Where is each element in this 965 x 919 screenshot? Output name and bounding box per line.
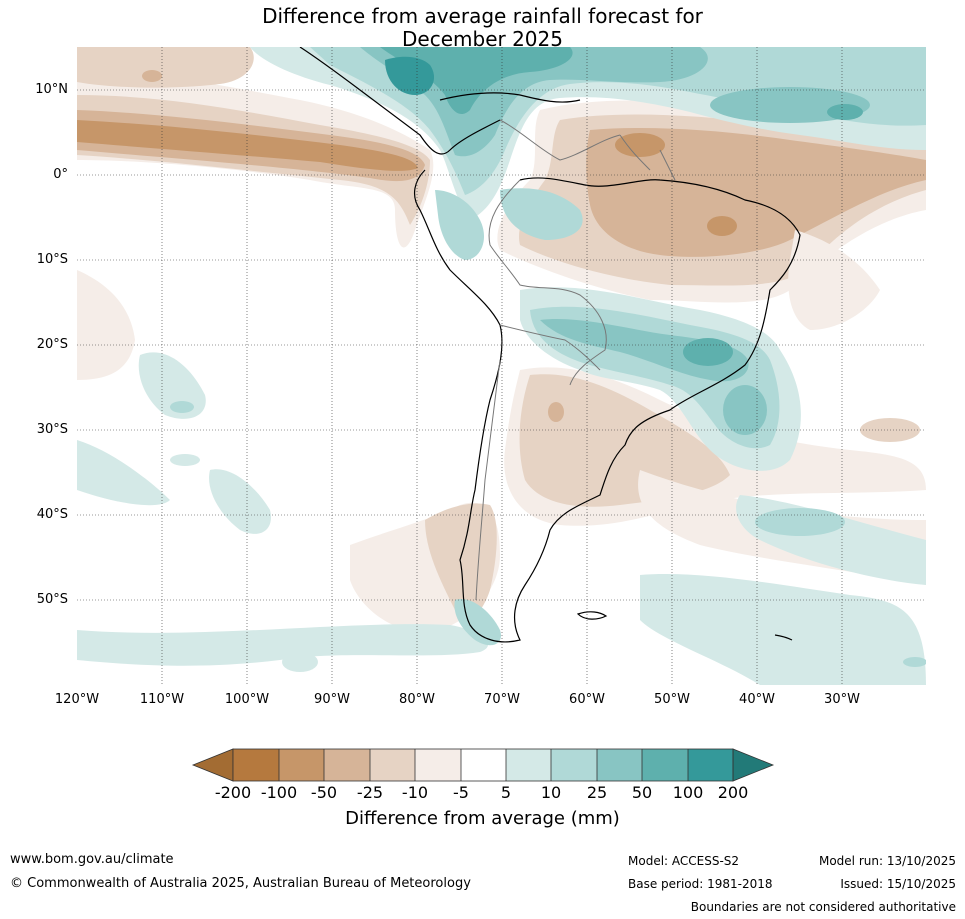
colorbar-tick-label: -200 — [214, 783, 252, 802]
colorbar-segment-dry-10 — [370, 749, 415, 781]
lon-label-40w: 40°W — [739, 692, 775, 707]
border-argentina-chile — [475, 359, 501, 601]
dry-region-argentina-core — [548, 402, 564, 422]
wet-region-southeast-brazil-25 — [723, 385, 767, 435]
issued-date: Issued: 15/10/2025 — [840, 877, 956, 891]
dry-region-argentina-10 — [519, 374, 730, 507]
colorbar-segment-wet-50 — [642, 749, 688, 781]
lon-label-100w: 100°W — [224, 692, 270, 707]
lat-label-0: 0° — [53, 167, 68, 182]
colorbar-tick-label: 25 — [586, 783, 608, 802]
website-link[interactable]: www.bom.gov.au/climate — [10, 852, 174, 867]
wet-region-chile-south — [454, 599, 501, 646]
wet-region-caribbean-100 — [385, 56, 435, 95]
colorbar-segment-dry-100 — [233, 749, 279, 781]
colorbar-title: Difference from average (mm) — [345, 808, 620, 829]
lon-label-70w: 70°W — [484, 692, 520, 707]
wet-anomaly-regions — [77, 47, 926, 685]
colorbar-tick-label: -5 — [453, 783, 469, 802]
lon-label-30w: 30°W — [824, 692, 860, 707]
wet-region-southern-pacific-small — [282, 652, 318, 672]
colorbar-tick-label: 50 — [631, 783, 653, 802]
dry-region-amazon-25 — [586, 128, 926, 257]
dry-region-northwest-core — [142, 70, 162, 82]
dry-region-amazon-core — [707, 216, 737, 236]
colorbar-segment-dry-50 — [279, 749, 324, 781]
wet-region-east-pacific-1-core — [170, 401, 194, 413]
lon-label-110w: 110°W — [139, 692, 185, 707]
colorbar-segment-dry-25 — [324, 749, 370, 781]
lat-label-10s: 10°S — [36, 252, 68, 267]
copyright-text: © Commonwealth of Australia 2025, Austra… — [10, 876, 471, 891]
colorbar-segment-wet-5 — [506, 749, 551, 781]
colorbar-outline — [232, 748, 734, 782]
wet-region-pacific-3 — [209, 469, 271, 534]
colorbar-dividers — [278, 749, 689, 781]
colorbar-tick-label: 200 — [717, 783, 749, 802]
chart-title-line2: December 2025 — [402, 27, 563, 51]
lon-label-80w: 80°W — [399, 692, 435, 707]
colorbar-extend-wet — [732, 748, 775, 782]
lat-label-40s: 40°S — [36, 507, 68, 522]
wet-region-amazon-west — [500, 188, 583, 240]
wet-region-caribbean-east-50 — [827, 104, 863, 120]
colorbar-segment-wet-10 — [551, 749, 597, 781]
colorbar-segment-wet-25 — [597, 749, 642, 781]
model-name: Model: ACCESS-S2 — [628, 854, 740, 868]
colorbar-segment-dry-5 — [415, 749, 461, 781]
lon-label-120w: 120°W — [54, 692, 100, 707]
lon-label-90w: 90°W — [314, 692, 350, 707]
dry-region-guiana-core — [615, 133, 665, 157]
colorbar-tick-label: -100 — [260, 783, 298, 802]
colorbar-tick-label: -25 — [356, 783, 384, 802]
colorbar-tick-label: 10 — [540, 783, 562, 802]
wet-region-pacific-4 — [170, 454, 200, 466]
lat-label-10n: 10°N — [35, 82, 68, 97]
dry-region-east-atlantic — [788, 230, 880, 330]
colorbar-tick-label: -50 — [310, 783, 338, 802]
colorbar-tick-label: 100 — [672, 783, 704, 802]
wet-region-andes-north — [435, 190, 485, 260]
colorbar-tick-label: -10 — [401, 783, 429, 802]
lon-label-60w: 60°W — [569, 692, 605, 707]
border-colombia-venezuela — [499, 119, 621, 161]
model-run-date: Model run: 13/10/2025 — [818, 854, 956, 868]
lat-label-30s: 30°S — [36, 422, 68, 437]
border-guianas — [619, 134, 676, 181]
lat-label-50s: 50°S — [36, 592, 68, 607]
wet-region-central-brazil-25 — [540, 318, 749, 382]
border-brazil-west — [488, 179, 607, 386]
wet-region-south-atlantic-25 — [755, 508, 845, 536]
chart-title-line1: Difference from average rainfall forecas… — [262, 4, 703, 28]
base-period: Base period: 1981-2018 — [628, 877, 773, 891]
colorbar-extend-dry — [191, 748, 234, 782]
dry-region-west-pacific — [77, 270, 135, 380]
dry-region-pacific-band-50 — [77, 120, 418, 171]
colorbar-segment-neutral — [461, 749, 506, 781]
lon-label-50w: 50°W — [654, 692, 690, 707]
central-america-coastline — [299, 47, 501, 155]
falklands — [576, 611, 608, 620]
wet-region-west-pacific-2 — [77, 440, 170, 506]
caribbean-coastline — [439, 92, 581, 103]
boundaries-disclaimer: Boundaries are not considered authoritat… — [690, 900, 956, 914]
wet-region-south-pacific-band — [77, 624, 489, 666]
lat-label-20s: 20°S — [36, 337, 68, 352]
gridlines — [77, 47, 926, 685]
dry-region-patagonia-10 — [425, 503, 497, 619]
colorbar-tick-label: 5 — [500, 783, 512, 802]
border-bolivia — [499, 324, 601, 371]
wet-region-southern-band — [640, 574, 926, 685]
country-borders — [475, 119, 676, 601]
colorbar-segment-wet-100 — [688, 749, 733, 781]
south-georgia — [774, 634, 793, 641]
dry-region-northwest — [77, 47, 254, 88]
wet-region-southern-core — [903, 657, 926, 667]
